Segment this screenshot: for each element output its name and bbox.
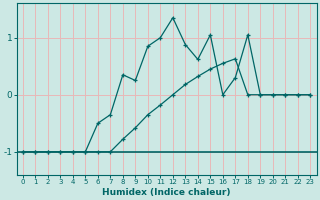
X-axis label: Humidex (Indice chaleur): Humidex (Indice chaleur)	[102, 188, 231, 197]
